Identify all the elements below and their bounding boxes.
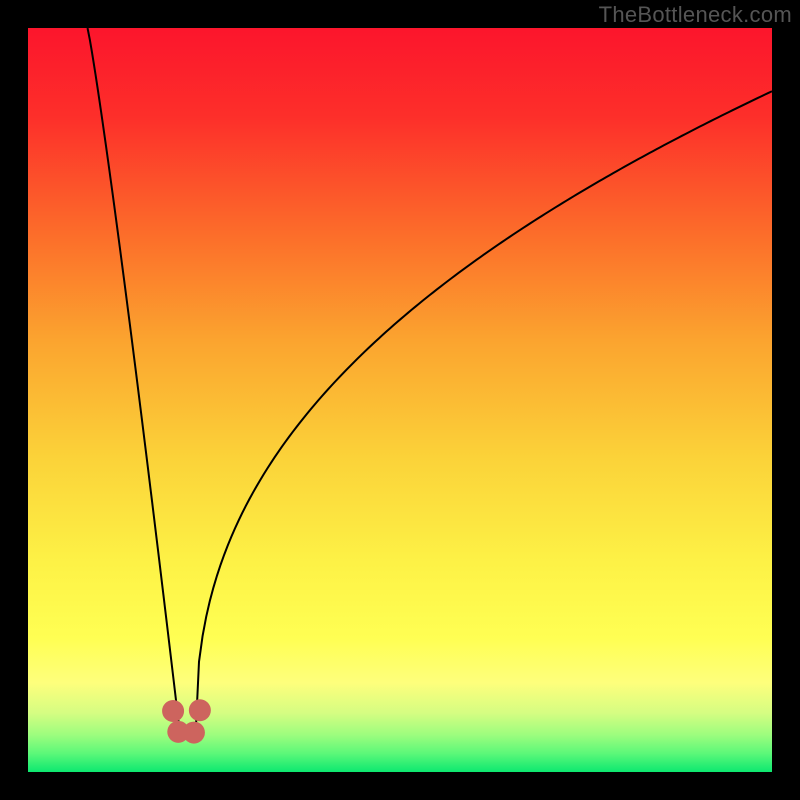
bottleneck-chart <box>0 0 800 800</box>
chart-container: TheBottleneck.com <box>0 0 800 800</box>
cusp-marker <box>183 722 205 744</box>
watermark-text: TheBottleneck.com <box>599 2 792 28</box>
cusp-marker <box>162 700 184 722</box>
cusp-marker <box>189 699 211 721</box>
